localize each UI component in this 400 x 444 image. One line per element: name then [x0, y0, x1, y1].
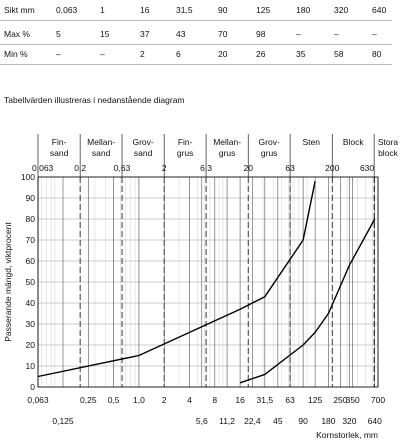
x-tick-label: 1,0: [133, 395, 145, 405]
table-header-row-cell: 125: [256, 5, 271, 15]
y-tick-label: 50: [26, 277, 36, 287]
table-row-label: Min %: [4, 49, 28, 59]
fraction-label: Block: [343, 137, 365, 147]
x-axis-title: Kornstorlek, mm: [316, 430, 378, 440]
table-header-row-cell: 320: [334, 5, 349, 15]
x-tick-label: 250: [333, 395, 347, 405]
fraction-label: Grov-grus: [259, 137, 280, 158]
top-tick-label: 6,3: [200, 163, 212, 173]
fraction-label: Mellan-grus: [213, 137, 241, 158]
x-tick-label: 63: [285, 395, 295, 405]
y-tick-label: 20: [26, 340, 36, 350]
sieve-table: Sikt mm 0,063 1 16 31,5 90 125 180 320 640 Max % 5 1…: [0, 0, 400, 68]
min-curve: [239, 218, 376, 384]
max-curve: [37, 181, 316, 378]
table-row: Max % 5 15 37 43 70 98 – – –: [0, 24, 400, 44]
table-row-cell: 43: [176, 29, 186, 39]
top-tick-label: 0,063: [32, 163, 54, 173]
table-row-cell: 5: [56, 29, 61, 39]
x-tick-label: 5,6: [196, 416, 208, 426]
table-header-row-cell: 31,5: [176, 5, 193, 15]
table-row-cell: 15: [100, 29, 110, 39]
top-tick-label: 0,2: [74, 163, 86, 173]
x-tick-label: 8: [212, 395, 217, 405]
x-tick-label: 11,2: [219, 416, 235, 426]
x-tick-label: 45: [273, 416, 283, 426]
chart-caption: Tabellvärden illustreras i nedanstående …: [4, 95, 185, 105]
table-row-cell: 58: [334, 49, 344, 59]
table-rule: [0, 64, 392, 65]
y-tick-label: 40: [26, 298, 36, 308]
x-tick-label: 22,4: [244, 416, 261, 426]
table-row-cell: –: [296, 29, 301, 39]
table-row: Min % – –2 6 20 26 35 58 80: [0, 44, 400, 64]
x-tick-label: 4: [187, 395, 192, 405]
table-row-cell: –: [334, 29, 339, 39]
y-tick-label: 60: [26, 256, 36, 266]
y-tick-label: 30: [26, 319, 36, 329]
top-tick-label: 630: [360, 163, 374, 173]
fraction-label: Sten: [302, 137, 320, 147]
table-row-cell: –: [372, 29, 377, 39]
y-tick-label: 10: [26, 361, 36, 371]
top-tick-label: 63: [285, 163, 295, 173]
table-rule: [0, 44, 392, 45]
x-tick-label: 31,5: [257, 395, 274, 405]
table-header-row: Sikt mm 0,063 1 16 31,5 90 125 180 320 640: [0, 0, 400, 20]
fraction-label: Stora block: [378, 137, 399, 158]
y-axis-title: Passerande mängd, viktprocent: [3, 222, 13, 342]
table-row-cell: 37: [140, 29, 150, 39]
table-row-cell: 70: [218, 29, 228, 39]
x-tick-label: 2: [162, 395, 167, 405]
x-tick-label: 125: [308, 395, 322, 405]
x-tick-label: 180: [321, 416, 335, 426]
table-row-cell: 80: [372, 49, 382, 59]
x-tick-label: 350: [346, 395, 360, 405]
table-header-row-cell: 180: [296, 5, 311, 15]
table-header-row-cell: 16: [140, 5, 150, 15]
fraction-label: Fin-sand: [50, 137, 69, 158]
x-tick-label: 0,063: [27, 395, 49, 405]
x-tick-label: 640: [368, 416, 382, 426]
x-tick-label: 0,25: [80, 395, 97, 405]
y-tick-label: 0: [30, 382, 35, 392]
table-row-cell: 26: [256, 49, 266, 59]
table-row-cell: 2: [140, 49, 145, 59]
table-header-row-label: Sikt mm: [4, 5, 35, 15]
x-tick-label: 0,125: [52, 416, 74, 426]
x-tick-label: 700: [371, 395, 385, 405]
table-row-cell: 35: [296, 49, 306, 59]
y-tick-label: 80: [26, 214, 36, 224]
y-tick-label: 90: [26, 193, 36, 203]
table-rule: [0, 20, 392, 21]
top-tick-label: 0,63: [114, 163, 131, 173]
table-header-row-cell: 640: [372, 5, 387, 15]
y-tick-label: 70: [26, 235, 36, 245]
plot-frame: [37, 176, 379, 388]
table-row-cell: 98: [256, 29, 266, 39]
table-row-cell: –: [56, 49, 61, 59]
fraction-label: Mellan-sand: [87, 137, 115, 158]
table-row-cell: 6: [176, 49, 181, 59]
top-tick-label: 20: [244, 163, 254, 173]
table-header-row-cell: 90: [218, 5, 228, 15]
top-tick-label: 2: [162, 163, 167, 173]
table-row-cell: –: [100, 49, 105, 59]
top-tick-label: 200: [325, 163, 339, 173]
x-tick-label: 90: [298, 416, 308, 426]
fraction-label: Fin-grus: [177, 137, 194, 158]
table-header-row-cell: 1: [100, 5, 105, 15]
fraction-label: Grov-sand: [132, 137, 153, 158]
x-tick-label: 16: [235, 395, 245, 405]
x-tick-label: 0,5: [108, 395, 120, 405]
y-tick-label: 100: [21, 172, 35, 182]
x-tick-label: 320: [342, 416, 356, 426]
table-row-label: Max %: [4, 29, 30, 39]
table-header-row-cell: 0,063: [56, 5, 78, 15]
table-row-cell: 20: [218, 49, 228, 59]
